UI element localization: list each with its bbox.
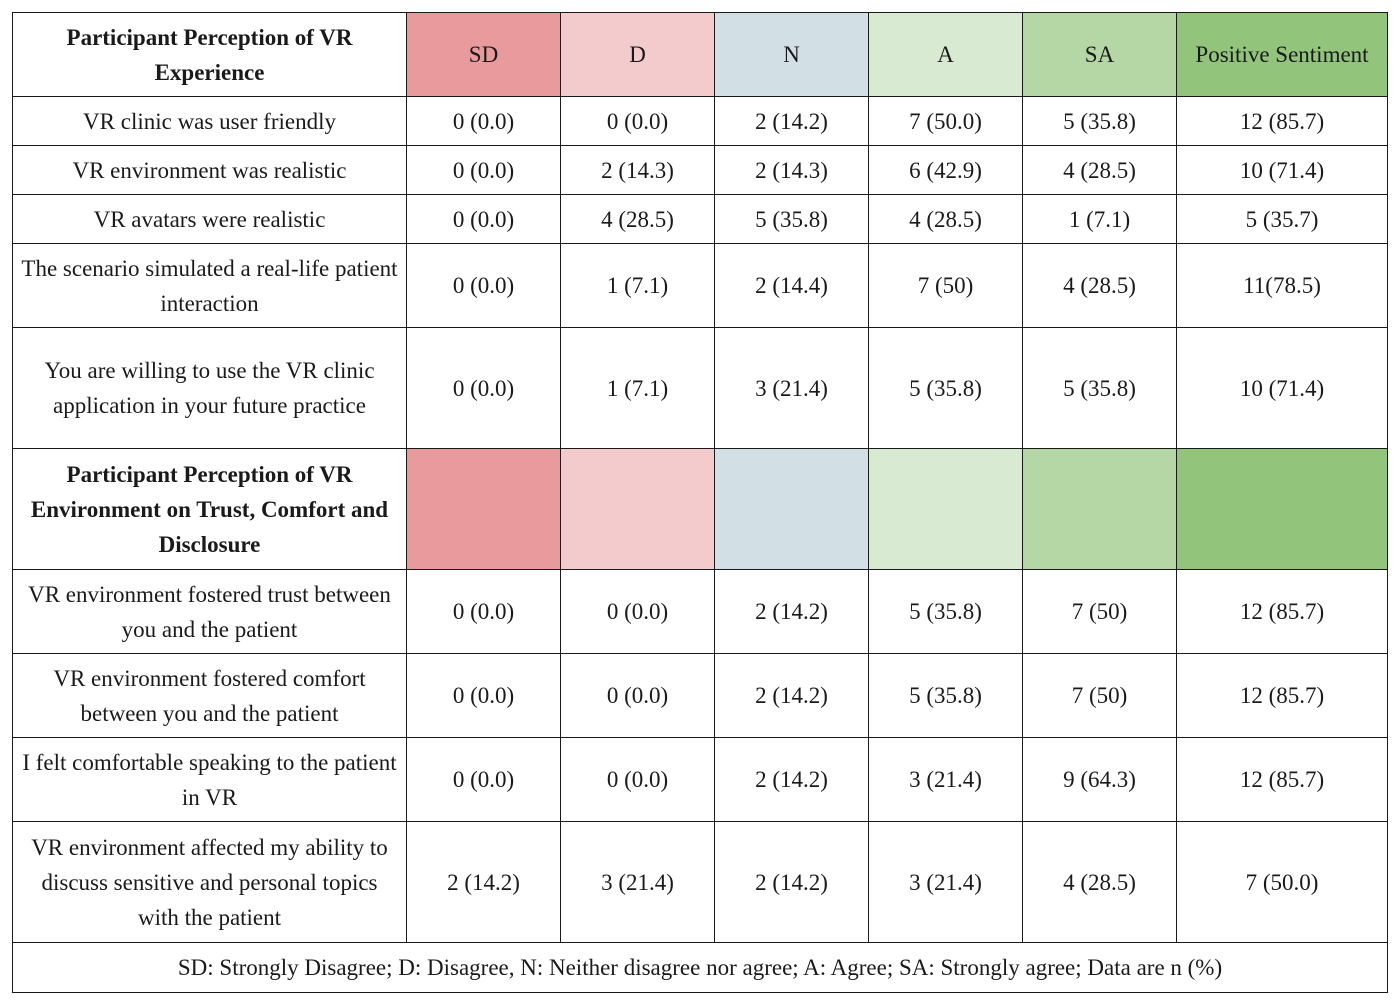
row-label: VR environment fostered trust between yo…	[12, 569, 407, 654]
color-swatch-d	[560, 448, 715, 570]
table-footnote: SD: Strongly Disagree; D: Disagree, N: N…	[12, 942, 1388, 993]
cell-sd: 0 (0.0)	[406, 327, 561, 449]
cell-sa: 1 (7.1)	[1022, 194, 1177, 244]
cell-sd: 0 (0.0)	[406, 145, 561, 195]
cell-sa: 4 (28.5)	[1022, 243, 1177, 328]
cell-sa: 4 (28.5)	[1022, 821, 1177, 943]
footnote-row: SD: Strongly Disagree; D: Disagree, N: N…	[12, 942, 1388, 993]
cell-sd: 0 (0.0)	[406, 243, 561, 328]
cell-positive: 10 (71.4)	[1176, 327, 1388, 449]
cell-positive: 12 (85.7)	[1176, 96, 1388, 146]
cell-sa: 7 (50)	[1022, 653, 1177, 738]
cell-sa: 5 (35.8)	[1022, 96, 1177, 146]
cell-d: 2 (14.3)	[560, 145, 715, 195]
column-header-sd: SD	[406, 12, 561, 97]
row-label: VR environment was realistic	[12, 145, 407, 195]
cell-n: 2 (14.2)	[714, 96, 869, 146]
cell-positive: 5 (35.7)	[1176, 194, 1388, 244]
column-header-sa: SA	[1022, 12, 1177, 97]
row-label: I felt comfortable speaking to the patie…	[12, 737, 407, 822]
table-row: VR environment was realistic 0 (0.0) 2 (…	[12, 145, 1388, 195]
color-swatch-positive	[1176, 448, 1388, 570]
table-row: VR environment affected my ability to di…	[12, 821, 1388, 943]
section1-header-row: Participant Perception of VR Experience …	[12, 12, 1388, 97]
cell-d: 0 (0.0)	[560, 737, 715, 822]
color-swatch-sd	[406, 448, 561, 570]
cell-a: 4 (28.5)	[868, 194, 1023, 244]
row-label: VR avatars were realistic	[12, 194, 407, 244]
cell-d: 0 (0.0)	[560, 653, 715, 738]
section2-header-row: Participant Perception of VR Environment…	[12, 448, 1388, 570]
cell-d: 0 (0.0)	[560, 569, 715, 654]
cell-a: 3 (21.4)	[868, 821, 1023, 943]
table-row: VR clinic was user friendly 0 (0.0) 0 (0…	[12, 96, 1388, 146]
cell-n: 2 (14.2)	[714, 821, 869, 943]
cell-sd: 0 (0.0)	[406, 737, 561, 822]
cell-n: 2 (14.3)	[714, 145, 869, 195]
cell-d: 4 (28.5)	[560, 194, 715, 244]
cell-a: 5 (35.8)	[868, 569, 1023, 654]
cell-sa: 7 (50)	[1022, 569, 1177, 654]
cell-n: 3 (21.4)	[714, 327, 869, 449]
section2-title: Participant Perception of VR Environment…	[12, 448, 407, 570]
cell-positive: 10 (71.4)	[1176, 145, 1388, 195]
cell-positive: 12 (85.7)	[1176, 569, 1388, 654]
cell-d: 1 (7.1)	[560, 243, 715, 328]
cell-a: 7 (50)	[868, 243, 1023, 328]
cell-n: 2 (14.2)	[714, 653, 869, 738]
table-row: VR environment fostered trust between yo…	[12, 569, 1388, 654]
cell-d: 1 (7.1)	[560, 327, 715, 449]
cell-sa: 9 (64.3)	[1022, 737, 1177, 822]
table-row: VR environment fostered comfort between …	[12, 653, 1388, 738]
column-header-d: D	[560, 12, 715, 97]
color-swatch-a	[868, 448, 1023, 570]
cell-n: 2 (14.4)	[714, 243, 869, 328]
cell-a: 3 (21.4)	[868, 737, 1023, 822]
table-row: I felt comfortable speaking to the patie…	[12, 737, 1388, 822]
cell-positive: 12 (85.7)	[1176, 653, 1388, 738]
cell-sa: 4 (28.5)	[1022, 145, 1177, 195]
cell-d: 3 (21.4)	[560, 821, 715, 943]
cell-sd: 0 (0.0)	[406, 96, 561, 146]
survey-results-table: Participant Perception of VR Experience …	[12, 12, 1388, 993]
cell-n: 2 (14.2)	[714, 569, 869, 654]
color-swatch-n	[714, 448, 869, 570]
row-label: VR environment affected my ability to di…	[12, 821, 407, 943]
cell-a: 5 (35.8)	[868, 653, 1023, 738]
row-label: VR clinic was user friendly	[12, 96, 407, 146]
cell-a: 5 (35.8)	[868, 327, 1023, 449]
cell-sd: 2 (14.2)	[406, 821, 561, 943]
cell-n: 2 (14.2)	[714, 737, 869, 822]
table-row: You are willing to use the VR clinic app…	[12, 327, 1388, 449]
table-row: The scenario simulated a real-life patie…	[12, 243, 1388, 328]
cell-n: 5 (35.8)	[714, 194, 869, 244]
cell-sa: 5 (35.8)	[1022, 327, 1177, 449]
cell-positive: 12 (85.7)	[1176, 737, 1388, 822]
row-label: VR environment fostered comfort between …	[12, 653, 407, 738]
cell-a: 7 (50.0)	[868, 96, 1023, 146]
cell-sd: 0 (0.0)	[406, 194, 561, 244]
section1-title: Participant Perception of VR Experience	[12, 12, 407, 97]
column-header-positive-sentiment: Positive Sentiment	[1176, 12, 1388, 97]
column-header-a: A	[868, 12, 1023, 97]
column-header-n: N	[714, 12, 869, 97]
color-swatch-sa	[1022, 448, 1177, 570]
cell-positive: 11(78.5)	[1176, 243, 1388, 328]
cell-sd: 0 (0.0)	[406, 569, 561, 654]
row-label: You are willing to use the VR clinic app…	[12, 327, 407, 449]
cell-positive: 7 (50.0)	[1176, 821, 1388, 943]
cell-d: 0 (0.0)	[560, 96, 715, 146]
row-label: The scenario simulated a real-life patie…	[12, 243, 407, 328]
cell-a: 6 (42.9)	[868, 145, 1023, 195]
table-row: VR avatars were realistic 0 (0.0) 4 (28.…	[12, 194, 1388, 244]
cell-sd: 0 (0.0)	[406, 653, 561, 738]
